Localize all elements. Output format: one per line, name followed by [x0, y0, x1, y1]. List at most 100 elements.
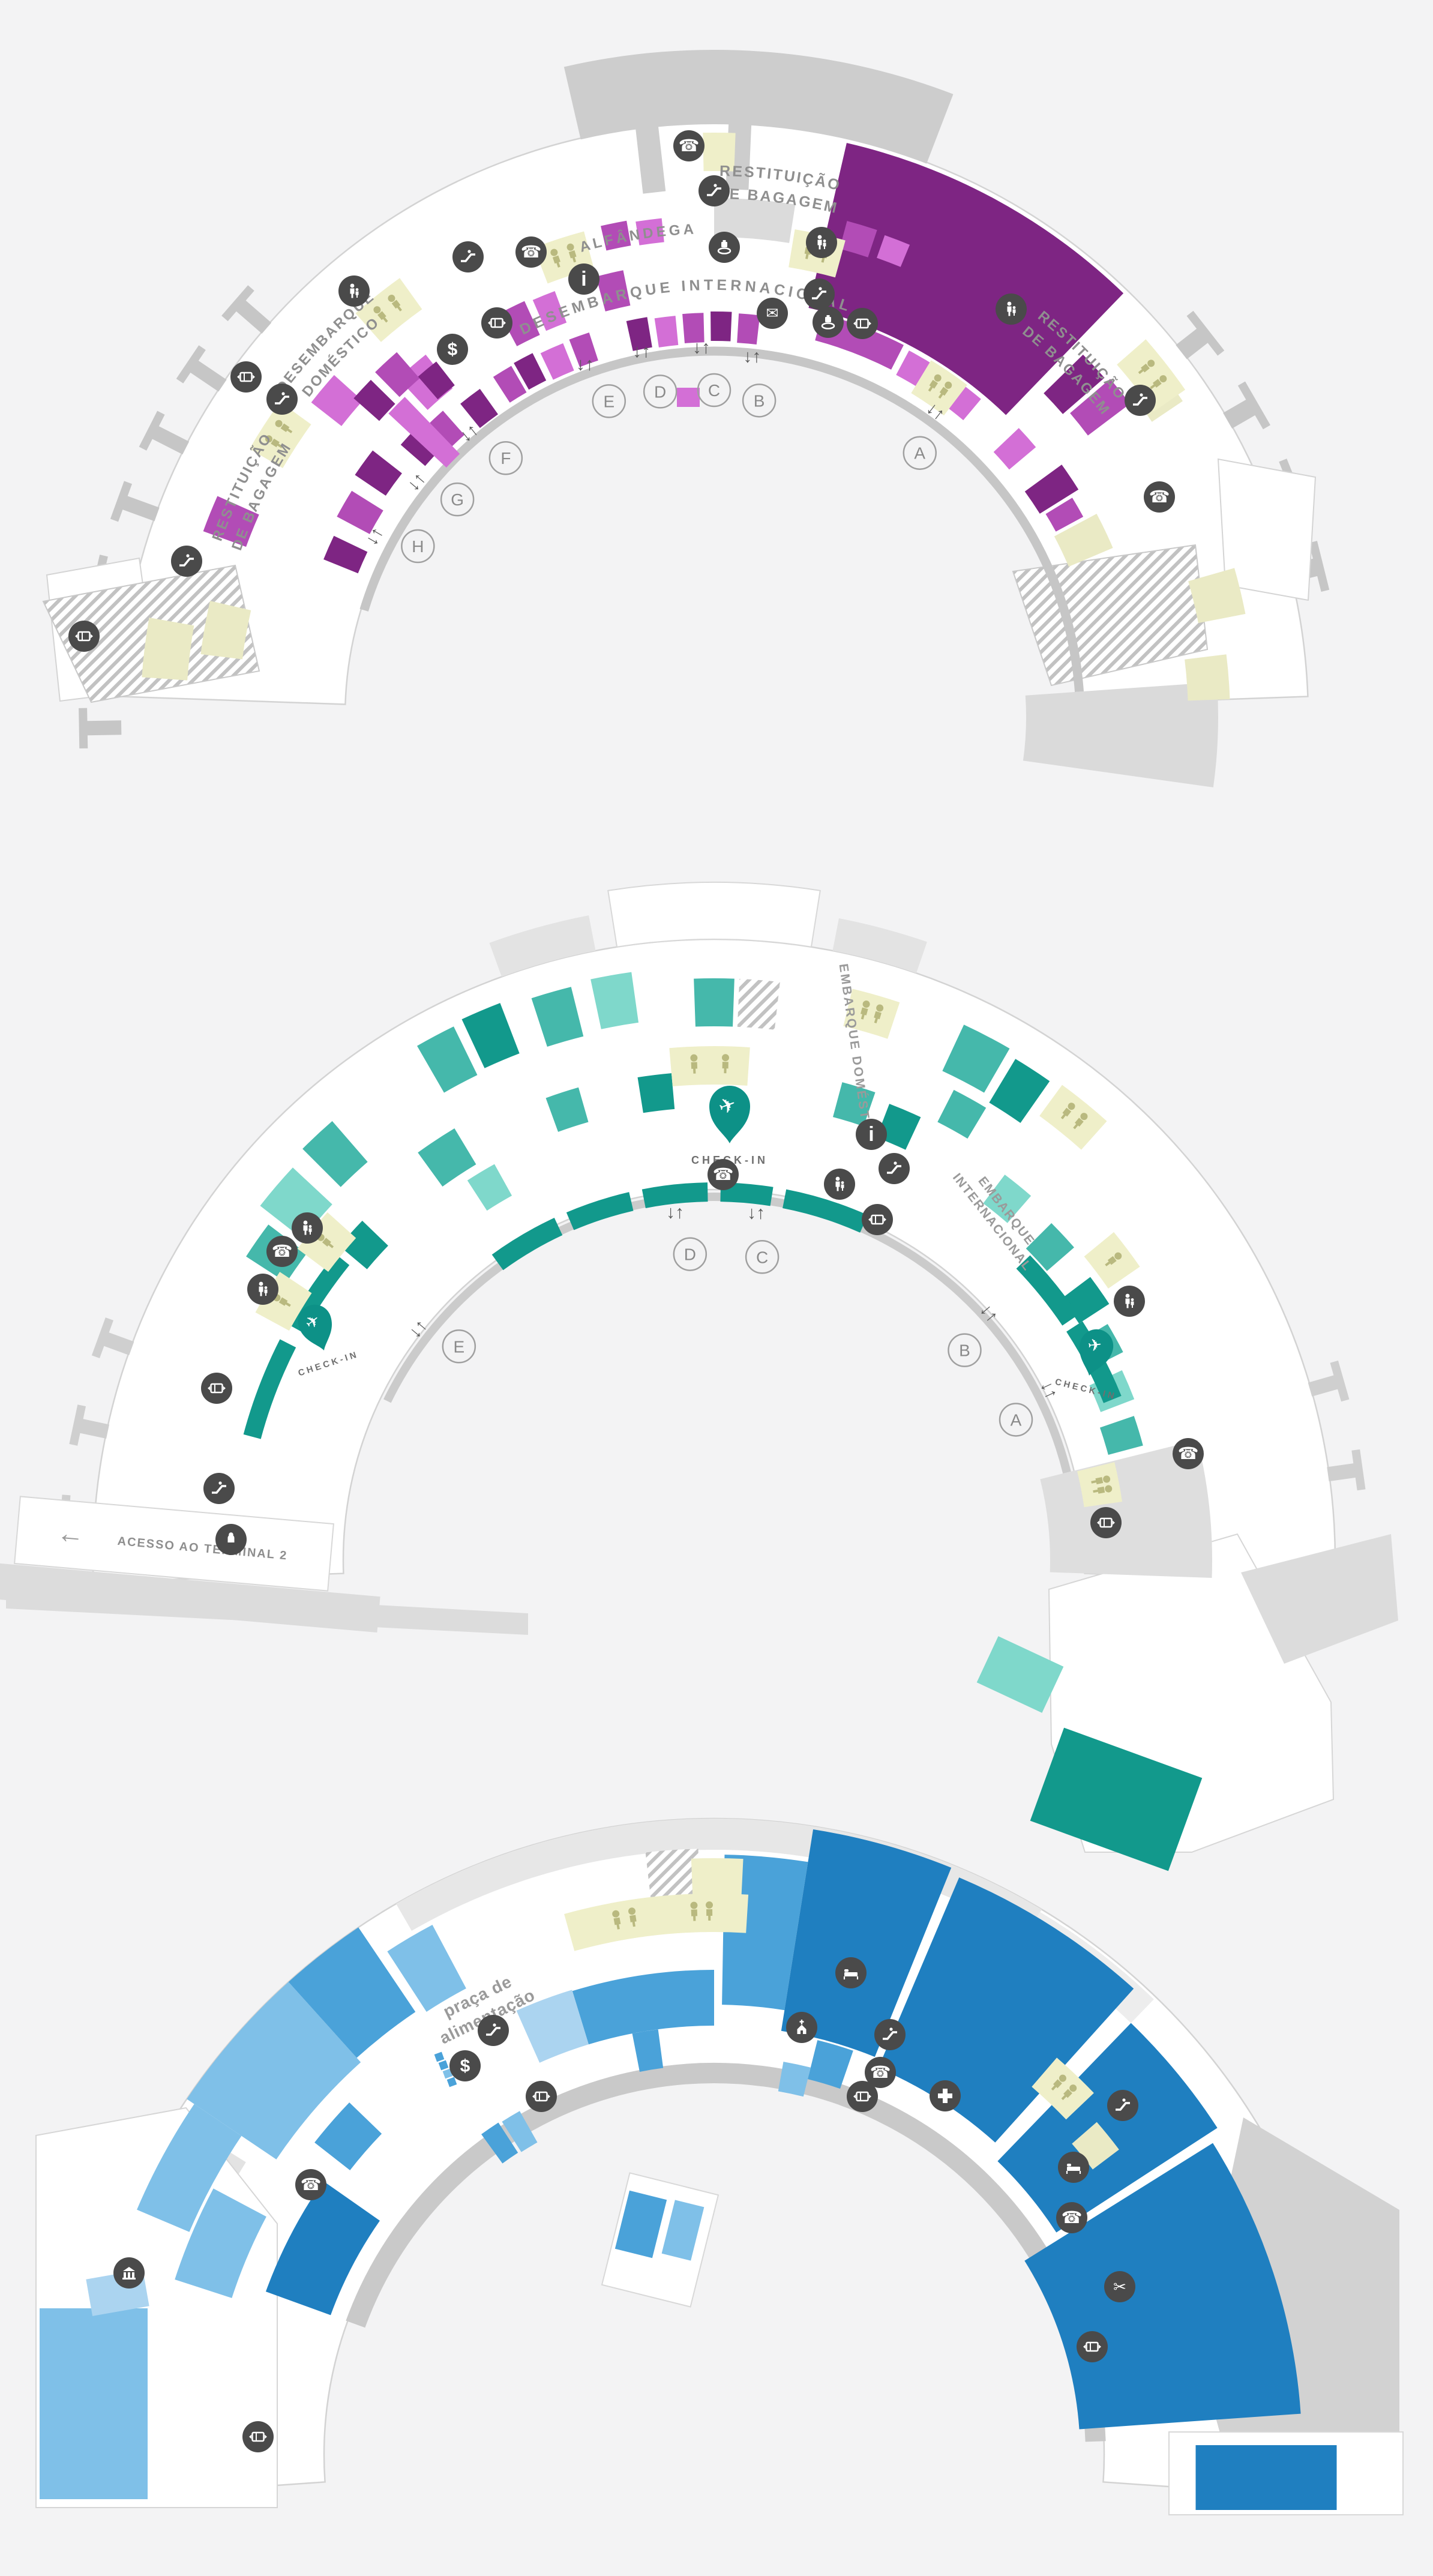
- person-figure: [1061, 2084, 1077, 2101]
- shop-block: [418, 361, 455, 400]
- family-restroom-icon: [996, 293, 1027, 325]
- escalator-icon: [804, 278, 835, 310]
- atm-icon: [481, 307, 512, 339]
- person-figure-body: [391, 299, 402, 311]
- phone-icon: ☎: [295, 2169, 326, 2200]
- shop-block: [388, 397, 460, 468]
- person-figure: [566, 243, 577, 263]
- atm-icon: [847, 2081, 878, 2112]
- family-restroom-icon: [824, 1169, 855, 1200]
- shop-block: [840, 221, 877, 257]
- info-icon: i: [856, 1119, 887, 1150]
- pier-cap: [221, 285, 254, 322]
- person-figure-head: [1080, 1113, 1088, 1121]
- map-block: [40, 2308, 148, 2499]
- shop-block: [323, 535, 368, 574]
- person-figure-body: [861, 1007, 868, 1020]
- person-figure: [1051, 2074, 1066, 2091]
- restroom-area: [564, 1894, 749, 1951]
- gate-arrows-icon: ↓↑: [576, 355, 594, 375]
- person-figure-head: [275, 420, 283, 427]
- person-figure-body: [629, 1915, 637, 1927]
- family-restroom-icon: [338, 275, 370, 307]
- person-figure-head: [1159, 375, 1167, 383]
- shop-block: [175, 2188, 266, 2298]
- svg-text:☎: ☎: [679, 136, 700, 155]
- icon-circle: [230, 361, 262, 393]
- escalator-icon: [1107, 2090, 1138, 2121]
- person-figure: [874, 1004, 884, 1024]
- person-figure: [275, 420, 293, 433]
- phone-icon: ☎: [1056, 2202, 1087, 2233]
- restroom-area: [843, 989, 900, 1039]
- pier: [233, 297, 272, 334]
- person-figure-head: [1147, 360, 1155, 367]
- icon-circle: [707, 1159, 739, 1190]
- icon-circle: [673, 130, 704, 161]
- shop-block: [353, 379, 395, 421]
- person-figure: [373, 306, 388, 323]
- icon-circle: [242, 2421, 274, 2452]
- person-figure: [928, 374, 942, 392]
- shop-block: [877, 235, 910, 267]
- phone-icon: ☎: [865, 2057, 896, 2088]
- icon-circle: [862, 1204, 893, 1235]
- shop-block: [1016, 1255, 1078, 1326]
- person-figure-body: [691, 1909, 698, 1921]
- phone-icon: ☎: [1173, 1438, 1204, 1469]
- pier-cap: [139, 411, 165, 451]
- restroom-area: [1032, 2057, 1094, 2120]
- shop-block: [424, 411, 464, 451]
- terminal2-arrow-icon: ←: [56, 1517, 86, 1550]
- shop-block: [467, 1164, 512, 1211]
- person-figure-body: [1061, 2089, 1072, 2101]
- person-figure-head: [1103, 1475, 1111, 1483]
- escalator-icon: [1125, 385, 1156, 416]
- atm-icon: [201, 1373, 232, 1404]
- atm-icon: [242, 2421, 274, 2452]
- checkin-level-map: EMBARQUE DOMÉSTICOEMBARQUEINTERNACIONAL←…: [0, 882, 1398, 1871]
- map-block: [1030, 1727, 1203, 1871]
- pier-cap: [1351, 1449, 1366, 1491]
- shop-block: [596, 270, 631, 311]
- person-figure: [1091, 1475, 1111, 1485]
- ramp-access-terminal2: ← ACESSO AO TERMINAL 2: [0, 1496, 380, 1633]
- shop-block: [200, 601, 251, 660]
- person-figure-body: [722, 1062, 729, 1074]
- shop-block: [545, 1087, 589, 1132]
- gray-area: [563, 50, 954, 164]
- shop-block: [1188, 568, 1246, 624]
- gate-marker: E: [592, 384, 626, 418]
- person-figure-body: [278, 1297, 291, 1307]
- map-block: [446, 2077, 457, 2087]
- shop-block: [502, 2111, 538, 2152]
- shop-block: [1045, 498, 1084, 532]
- escalator-icon: [266, 384, 298, 415]
- person-figure: [1060, 1103, 1075, 1119]
- person-figure-head: [1068, 1103, 1075, 1110]
- restroom-area: [1039, 1085, 1107, 1150]
- person-figure: [1105, 1252, 1122, 1266]
- map-area: [1241, 1534, 1398, 1664]
- gate-marker: E: [442, 1329, 476, 1364]
- bank-icon: [113, 2257, 145, 2289]
- person-figure-head: [373, 306, 381, 314]
- shop-block: [387, 1925, 466, 2012]
- checkin-pin-shape: [709, 1086, 750, 1143]
- restroom-area: [703, 133, 736, 172]
- person-figure-body: [568, 250, 577, 263]
- atm-icon: [230, 361, 262, 393]
- escalator-icon: [203, 1473, 235, 1504]
- gray-area: [607, 882, 821, 948]
- icon-circle: [266, 1236, 298, 1267]
- gray-area: [1023, 682, 1218, 787]
- shop-block: [243, 1339, 296, 1439]
- svg-text:$: $: [460, 2056, 470, 2076]
- shop-block: [491, 1218, 563, 1271]
- bed-icon: [1058, 2152, 1089, 2183]
- svg-text:i: i: [868, 1123, 874, 1146]
- shop-block: [1099, 1416, 1143, 1455]
- hatched-area: [645, 1849, 700, 1898]
- gate-circle: [440, 482, 475, 517]
- person-figure: [861, 1001, 870, 1020]
